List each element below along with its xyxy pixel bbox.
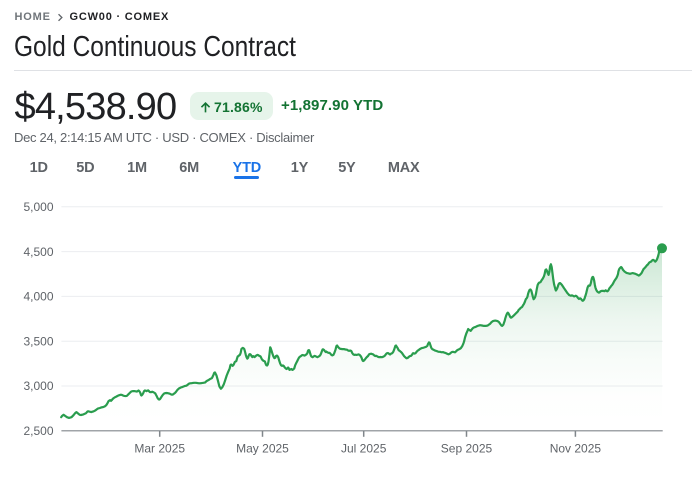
svg-text:3,000: 3,000 — [23, 379, 53, 393]
svg-text:5,000: 5,000 — [23, 200, 53, 214]
svg-text:Sep 2025: Sep 2025 — [441, 442, 493, 456]
svg-text:3,500: 3,500 — [23, 334, 53, 348]
svg-text:Mar 2025: Mar 2025 — [134, 442, 185, 456]
svg-text:4,000: 4,000 — [23, 290, 53, 304]
svg-text:Jul 2025: Jul 2025 — [341, 442, 387, 456]
svg-text:Nov 2025: Nov 2025 — [550, 442, 602, 456]
svg-text:May 2025: May 2025 — [236, 442, 289, 456]
svg-text:4,500: 4,500 — [23, 245, 53, 259]
svg-text:2,500: 2,500 — [23, 424, 53, 438]
